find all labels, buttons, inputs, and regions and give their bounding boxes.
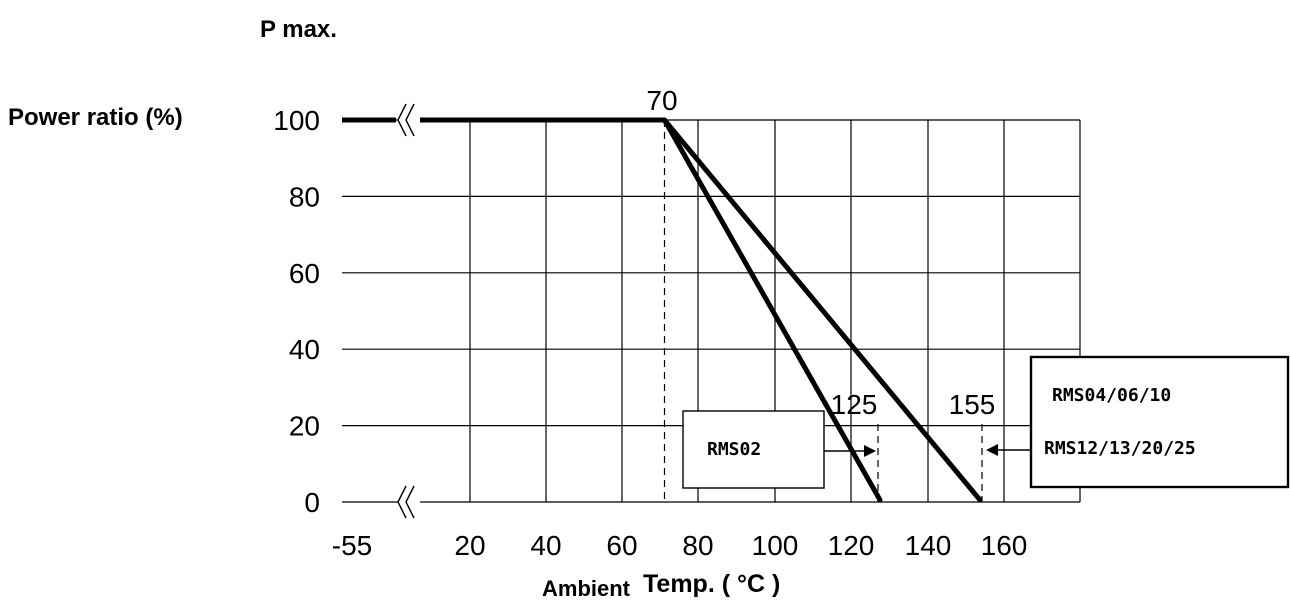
axis-break-gap xyxy=(398,498,420,506)
y-tick-label: 60 xyxy=(289,258,320,289)
end-125-label: 125 xyxy=(831,389,878,420)
axis-break-mark xyxy=(405,485,415,519)
legend-arrow-head xyxy=(986,444,998,456)
chart-title: P max. xyxy=(260,16,337,43)
x-tick-label: 160 xyxy=(981,530,1028,561)
legend-box-rms02 xyxy=(682,410,825,489)
derating-line-series-1 xyxy=(662,117,883,503)
y-tick-label: 20 xyxy=(289,411,320,442)
axis-break-mark xyxy=(397,103,407,137)
axis-break-mark xyxy=(397,485,407,519)
x-tick-label: 100 xyxy=(752,530,799,561)
y-tick-label: 0 xyxy=(304,487,320,518)
derating-line-series-2 xyxy=(662,117,983,503)
legend-box-rms04-rms25 xyxy=(1029,355,1290,489)
x-tick-label: 140 xyxy=(905,530,952,561)
y-axis-label: Power ratio (%) xyxy=(8,104,183,131)
legend-arrow-head xyxy=(864,445,876,457)
axis-break-mark xyxy=(405,103,415,137)
x-tick-label: -55 xyxy=(332,530,372,561)
x-tick-label: 60 xyxy=(606,530,637,561)
x-axis-label-temp: Temp. ( °C ) xyxy=(643,570,781,598)
y-tick-label: 100 xyxy=(273,105,320,136)
end-155-label: 155 xyxy=(949,389,996,420)
x-tick-label: 80 xyxy=(682,530,713,561)
x-tick-label: 20 xyxy=(454,530,485,561)
legend-label-rms12: RMS12/13/20/25 xyxy=(1044,438,1196,459)
x-tick-label: 40 xyxy=(530,530,561,561)
axis-break-gap xyxy=(398,116,420,124)
y-tick-label: 40 xyxy=(289,334,320,365)
y-tick-label: 80 xyxy=(289,181,320,212)
legend-label-rms04: RMS04/06/10 xyxy=(1052,385,1171,406)
x-axis-label-ambient: Ambient xyxy=(542,576,630,601)
x-tick-label: 120 xyxy=(828,530,875,561)
knee-label: 70 xyxy=(646,85,677,116)
legend-label-rms02: RMS02 xyxy=(707,439,761,460)
